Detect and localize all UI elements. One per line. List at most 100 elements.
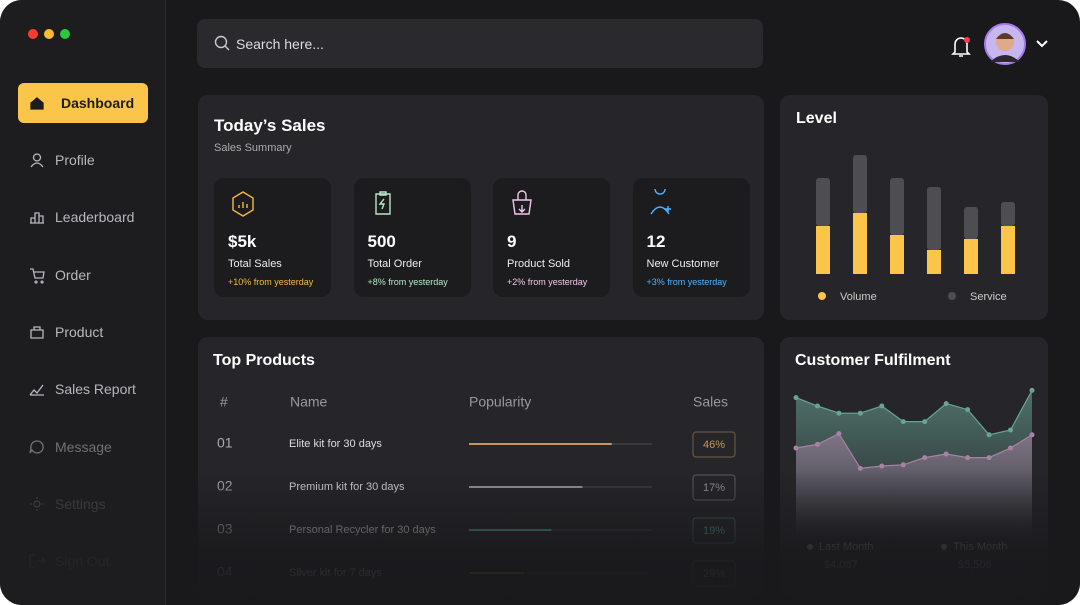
- bar-segment: [1001, 202, 1015, 226]
- data-point: [922, 419, 928, 425]
- data-point: [814, 403, 820, 409]
- notification-bell[interactable]: [951, 37, 971, 57]
- data-point: [793, 445, 799, 451]
- card-title: Top Products: [213, 352, 315, 369]
- data-point: [986, 455, 992, 461]
- data-point: [922, 455, 928, 461]
- level-card: Level Volume Service: [780, 95, 1048, 320]
- bar-segment: [816, 226, 830, 274]
- data-point: [793, 395, 799, 401]
- level-chart: Level Volume Service: [796, 110, 1015, 303]
- data-point: [814, 441, 820, 447]
- data-point: [1029, 387, 1035, 393]
- avatar[interactable]: [984, 23, 1026, 65]
- stat-icon: [512, 190, 532, 215]
- stat-change: +8% from yesterday: [367, 277, 448, 287]
- stat-value: 9: [507, 232, 517, 251]
- fade-overlay: [166, 470, 1080, 605]
- data-point: [1008, 427, 1014, 433]
- stat-label: Product Sold: [507, 258, 570, 270]
- menu-item[interactable]: Product: [18, 312, 148, 352]
- bar-segment: [927, 187, 941, 250]
- menu-icon: [30, 153, 44, 168]
- icon-shape: [232, 191, 254, 217]
- menu-item[interactable]: Sales Report: [18, 369, 148, 409]
- column-header: Sales: [693, 394, 728, 410]
- menu-icon: [30, 268, 45, 284]
- menu-item[interactable]: Leaderboard: [18, 197, 148, 237]
- sales-badge: [692, 431, 736, 458]
- bar-segment: [964, 207, 978, 239]
- icon-shape: [649, 189, 671, 215]
- menu-label: Product: [55, 324, 104, 340]
- card-subtitle: Sales Summary: [214, 142, 292, 154]
- bar-segment: [890, 178, 904, 235]
- legend-marker: [948, 292, 956, 300]
- menu-label: Leaderboard: [55, 209, 135, 225]
- menu-icon: [30, 97, 44, 110]
- menu-item[interactable]: Profile: [18, 140, 148, 180]
- data-point: [943, 451, 949, 457]
- area-line: [795, 390, 1033, 436]
- data-point: [986, 432, 992, 438]
- stat-value: $5k: [228, 232, 257, 251]
- bar-segment: [853, 155, 867, 213]
- stat-icon: [232, 191, 254, 217]
- sales-stat-card: $5k Total Sales +10% from yesterday: [214, 178, 331, 297]
- stat-value: 500: [367, 232, 396, 251]
- column-header: #: [220, 394, 228, 410]
- search-box[interactable]: Search here...: [197, 19, 763, 68]
- dropdown-chevron[interactable]: [1036, 40, 1048, 48]
- area-line: [795, 432, 1033, 470]
- icon-shape: [29, 384, 44, 396]
- search-icon: [214, 35, 230, 51]
- sidebar-fade: [0, 430, 165, 605]
- todays-sales-card: Today’s Sales Sales Summary $5k Total Sal…: [198, 95, 764, 320]
- data-point: [879, 463, 885, 469]
- header-actions: [951, 23, 1048, 65]
- sales-stat-card: 500 Total Order +8% from yesterday: [353, 178, 471, 297]
- data-point: [965, 455, 971, 461]
- card-title: Today’s Sales: [214, 116, 326, 135]
- stat-icon: [649, 189, 671, 215]
- data-point: [879, 403, 885, 409]
- sales-stat-card: 12 New Customer +3% from yesterday: [632, 178, 750, 297]
- stat-change: +2% from yesterday: [507, 277, 588, 287]
- window-controls: [28, 29, 70, 39]
- stat-change: +10% from yesterday: [228, 277, 314, 287]
- chart-title: Customer Fulfilment: [795, 352, 951, 369]
- popularity-bar: [469, 443, 612, 445]
- menu-label: Sales Report: [55, 381, 136, 397]
- menu-icon: [30, 212, 44, 224]
- stat-label: New Customer: [646, 258, 720, 270]
- column-header: Name: [290, 394, 328, 410]
- sales-stat-card: 9 Product Sold +2% from yesterday: [493, 178, 610, 297]
- bar-segment: [927, 250, 941, 274]
- legend-marker: [818, 292, 826, 300]
- row-number: 01: [217, 435, 233, 451]
- menu-item[interactable]: Dashboard: [18, 83, 148, 123]
- search-placeholder: Search here...: [236, 36, 324, 52]
- legend-label: Volume: [840, 291, 877, 303]
- menu-item[interactable]: Order: [18, 255, 148, 295]
- legend-label: Service: [970, 291, 1007, 303]
- column-header: Popularity: [469, 394, 531, 410]
- sales-value: 46%: [703, 439, 725, 451]
- product-name: Elite kit for 30 days: [289, 438, 382, 450]
- menu-icon: [29, 384, 44, 396]
- chart-title: Level: [796, 110, 837, 127]
- data-point: [836, 410, 842, 416]
- icon-shape: [30, 153, 44, 168]
- bar-segment: [890, 235, 904, 274]
- data-point: [900, 462, 906, 468]
- bar-segment: [853, 213, 867, 274]
- data-point: [857, 465, 863, 471]
- data-point: [900, 419, 906, 425]
- stat-label: Total Order: [367, 258, 422, 270]
- bar-segment: [964, 239, 978, 274]
- data-point: [1008, 445, 1014, 451]
- icon-shape: [30, 212, 44, 224]
- bar-segment: [816, 178, 830, 226]
- data-point: [965, 407, 971, 413]
